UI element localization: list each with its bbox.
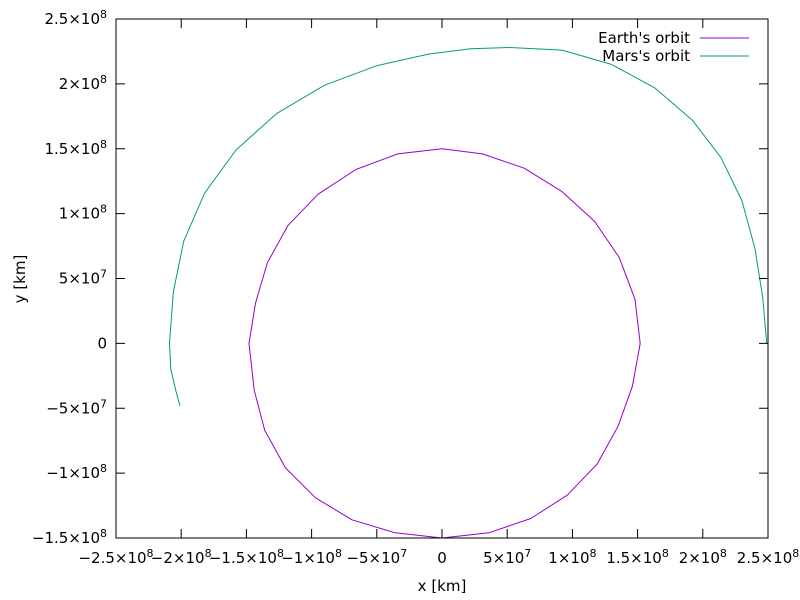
y-tick-label: 2.5×108 bbox=[44, 8, 107, 28]
earth-orbit-line bbox=[248, 148, 641, 539]
mars-orbit-line bbox=[169, 47, 768, 406]
x-tick-label: −1.5×108 bbox=[209, 547, 284, 567]
x-tick-label: 1×108 bbox=[548, 547, 596, 567]
x-tick-label: −2×108 bbox=[151, 547, 212, 567]
y-tick-label: 2×108 bbox=[59, 73, 107, 93]
legend-label-mars: Mars's orbit bbox=[602, 47, 690, 65]
x-tick-label: 2×108 bbox=[679, 547, 727, 567]
series-layer bbox=[169, 47, 768, 539]
x-tick-label: 5×107 bbox=[483, 547, 531, 567]
x-axis-label: x [km] bbox=[418, 577, 467, 595]
x-tick-label: −1×108 bbox=[281, 547, 342, 567]
x-tick-label: −2.5×108 bbox=[78, 547, 153, 567]
y-tick-label: −1.5×108 bbox=[32, 527, 107, 547]
legend-label-earth: Earth's orbit bbox=[598, 29, 690, 47]
x-tick-label: 1.5×108 bbox=[606, 547, 669, 567]
y-tick-label: −5×107 bbox=[46, 397, 107, 417]
x-tick-label: −5×107 bbox=[346, 547, 407, 567]
y-tick-label: 5×107 bbox=[59, 268, 107, 288]
y-tick-label: −1×108 bbox=[46, 462, 107, 482]
plot-frame bbox=[115, 18, 769, 539]
y-axis-label: y [km] bbox=[11, 255, 29, 304]
x-tick-label: 0 bbox=[437, 549, 447, 567]
y-tick-label: 1.5×108 bbox=[44, 138, 107, 158]
tick-layer: −2.5×108−2×108−1.5×108−1×108 −5×107 0 5×107… bbox=[32, 8, 799, 567]
legend: Earth's orbit Mars's orbit bbox=[598, 29, 749, 65]
y-tick-label: 1×108 bbox=[59, 203, 107, 223]
y-tick-label: 0 bbox=[97, 334, 107, 352]
x-tick-label: 2.5×108 bbox=[737, 547, 800, 567]
